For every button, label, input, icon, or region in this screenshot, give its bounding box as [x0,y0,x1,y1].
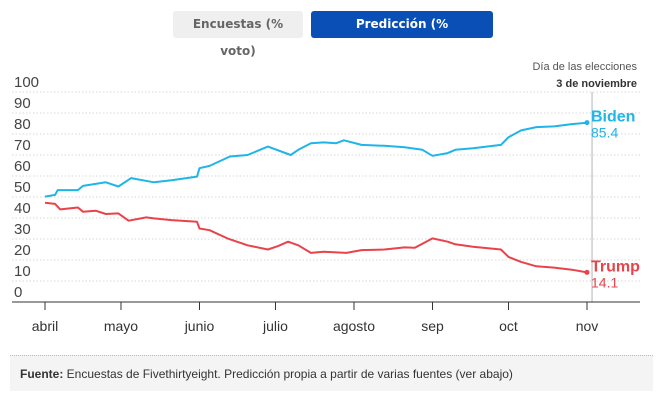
y-tick-label: 70 [14,137,31,154]
y-tick-label: 90 [14,95,31,112]
annotation-line1: Día de las elecciones [532,61,637,73]
series-name-label: Biden [591,109,635,126]
y-tick-label: 20 [14,242,31,259]
series-line-biden [44,121,588,198]
series-end-dot [584,120,590,126]
y-tick-label: 0 [14,284,22,301]
source-label: Fuente: [20,367,64,381]
y-tick-label: 100 [14,74,39,91]
x-tick-label: oct [499,318,518,334]
series-name-label: Trump [591,258,640,275]
y-tick-label: 30 [14,221,31,238]
line-chart: 0 10 20 30 40 50 60 70 80 90 100 Día de las eleccio… [12,61,640,334]
prediction-toggle-button[interactable]: Predicción (% probabilidad) [311,11,493,58]
x-tick-label: sep [421,318,444,334]
y-tick-label: 40 [14,200,31,217]
source-note: Fuente: Encuestas de Fivethirtyeight. Pr… [10,355,653,391]
annotation-line2: 3 de noviembre [556,78,637,90]
series-line-trump [44,201,588,274]
polls-toggle-button[interactable]: Encuestas (% voto) [173,11,303,58]
series-value-label: 85.4 [591,125,618,141]
x-tick-label: junio [184,318,215,334]
x-tick-label: julio [262,318,288,334]
y-tick-label: 10 [14,263,31,280]
x-tick-label: abril [32,318,58,334]
x-tick-label: agosto [333,318,375,334]
source-text: Encuestas de Fivethirtyeight. Predicción… [63,367,513,381]
y-tick-label: 50 [14,179,31,196]
series-value-label: 14.1 [591,274,618,290]
y-tick-label: 60 [14,158,31,175]
x-tick-label: nov [576,318,599,334]
series-end-dot [584,269,590,275]
x-tick-label: mayo [104,318,138,334]
y-tick-label: 80 [14,116,31,133]
